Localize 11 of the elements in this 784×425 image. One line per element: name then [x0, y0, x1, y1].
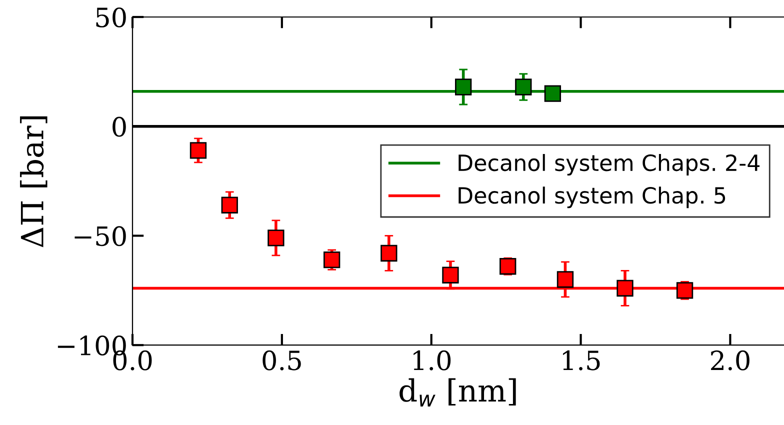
y-tick-label: 50 [96, 7, 126, 28]
x-axis-title: d$_{w}$ [nm] [400, 378, 516, 407]
y-tick-label: −50 [74, 226, 126, 246]
x-tick-label: 1.5 [563, 350, 600, 370]
x-tick-label: 0.5 [262, 350, 301, 370]
x-tick-label: 2.0 [711, 350, 750, 370]
x-tick-label: 1.0 [414, 350, 451, 370]
legend-label: Decanol system Chaps. 2-4 [458, 154, 760, 176]
legend-label: Decanol system Chap. 5 [458, 186, 726, 208]
y-tick-label: 0 [112, 116, 126, 137]
y-axis-title: ΔΠ [bar] [20, 116, 48, 248]
